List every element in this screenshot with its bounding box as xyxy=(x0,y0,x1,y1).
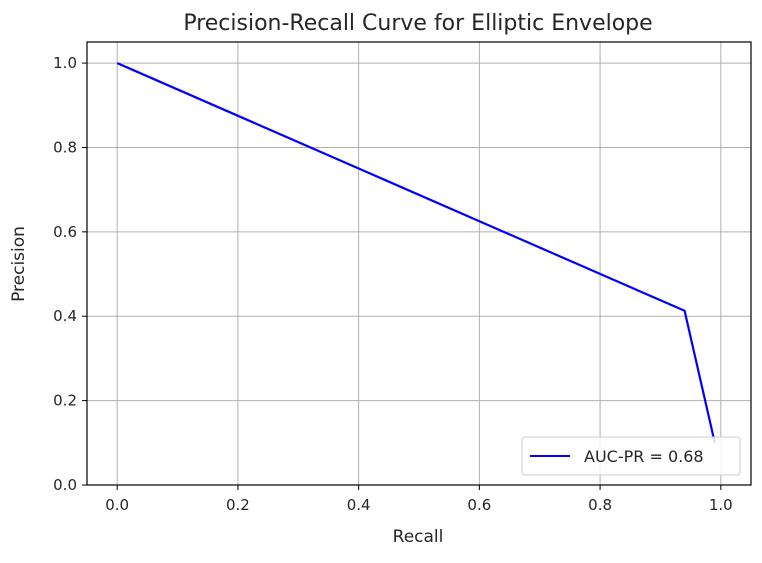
y-tick-label: 0.0 xyxy=(53,476,77,494)
y-tick-label: 0.6 xyxy=(53,223,77,241)
y-axis-ticks: 0.0 0.2 0.4 0.6 0.8 1.0 xyxy=(53,54,87,494)
y-tick-label: 0.2 xyxy=(53,392,77,410)
x-tick-label: 1.0 xyxy=(709,496,733,514)
legend-entry-label: AUC-PR = 0.68 xyxy=(584,447,704,466)
legend: AUC-PR = 0.68 xyxy=(521,436,741,476)
x-tick-label: 0.0 xyxy=(105,496,129,514)
chart-title: Precision-Recall Curve for Elliptic Enve… xyxy=(183,11,652,36)
grid xyxy=(87,42,751,486)
plot-area-frame xyxy=(86,41,752,486)
y-tick-label: 0.8 xyxy=(53,138,77,156)
legend-box xyxy=(521,436,741,476)
x-axis-ticks: 0.0 0.2 0.4 0.6 0.8 1.0 xyxy=(105,485,733,514)
x-tick-label: 0.4 xyxy=(347,496,371,514)
x-axis-label: Recall xyxy=(393,527,444,547)
series-layer xyxy=(116,62,716,444)
y-tick-label: 0.4 xyxy=(53,307,77,325)
x-tick-label: 0.6 xyxy=(467,496,491,514)
y-tick-label: 1.0 xyxy=(53,54,77,72)
x-tick-label: 0.8 xyxy=(588,496,612,514)
y-axis-label: Precision xyxy=(9,226,29,302)
x-tick-label: 0.2 xyxy=(226,496,250,514)
series-line xyxy=(116,62,716,444)
